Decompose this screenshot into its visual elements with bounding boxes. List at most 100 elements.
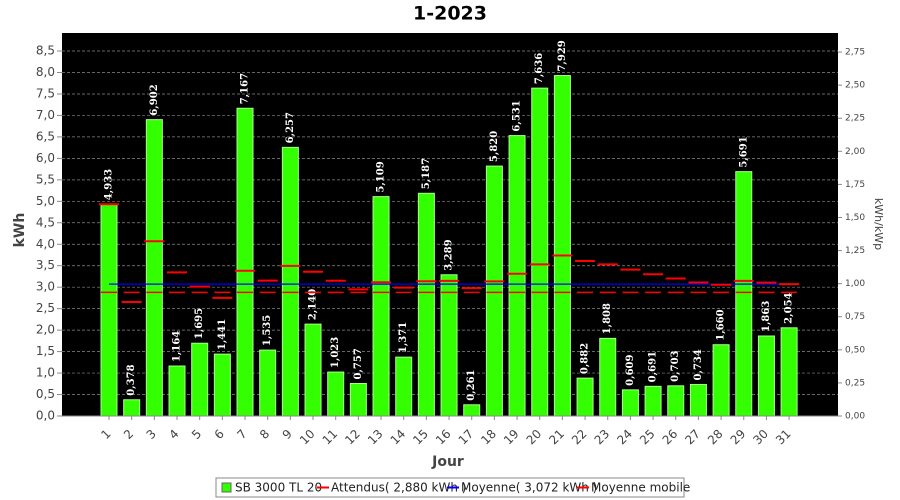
value-label: 1,660 <box>716 309 727 340</box>
value-label: 7,636 <box>534 53 545 84</box>
bar <box>349 382 367 417</box>
value-label: 5,820 <box>489 131 500 162</box>
value-label: 0,261 <box>466 369 477 400</box>
y-tick-label: 5,5 <box>36 172 55 186</box>
y2-tick-label: 0,50 <box>845 345 865 355</box>
legend-swatch <box>221 482 232 493</box>
y2-tick-label: 0,25 <box>845 378 865 388</box>
y-tick-label: 1,5 <box>36 344 55 358</box>
x-tick-label: 21 <box>546 427 567 448</box>
bar <box>168 365 186 417</box>
x-tick-label: 22 <box>569 427 590 448</box>
bar <box>689 383 707 417</box>
x-tick-label: 23 <box>592 427 613 448</box>
value-label: 1,535 <box>262 315 273 346</box>
bar <box>372 196 390 417</box>
chart-title: 1-2023 <box>413 3 487 25</box>
bar <box>712 344 730 417</box>
bar <box>531 87 549 417</box>
bar <box>440 274 458 417</box>
y2-tick-label: 0,00 <box>845 412 865 422</box>
y-tick-label: 1,0 <box>36 366 55 380</box>
legend-label: Attendus( 2,880 kWh ) <box>331 481 466 495</box>
x-tick-label: 7 <box>234 427 249 442</box>
bar <box>395 356 413 417</box>
bar <box>123 399 141 417</box>
y2-tick-label: 1,00 <box>845 279 865 289</box>
x-tick-label: 17 <box>456 427 477 448</box>
x-tick-label: 12 <box>342 427 363 448</box>
value-label: 3,289 <box>444 239 455 270</box>
x-tick-label: 9 <box>280 427 295 442</box>
x-tick-label: 4 <box>166 427 181 442</box>
x-tick-label: 6 <box>212 427 227 442</box>
x-tick-label: 26 <box>660 427 681 448</box>
value-label: 7,929 <box>557 40 568 71</box>
value-label: 0,757 <box>353 348 364 379</box>
x-tick-label: 11 <box>320 427 341 448</box>
x-tick-label: 5 <box>189 427 204 442</box>
value-label: 0,378 <box>126 364 137 395</box>
bar <box>667 385 685 417</box>
y-tick-label: 3,5 <box>36 258 55 272</box>
bar <box>485 165 503 417</box>
x-tick-label: 27 <box>682 427 703 448</box>
y2-tick-label: 2,00 <box>845 147 865 157</box>
y-tick-label: 7,5 <box>36 86 55 100</box>
x-tick-label: 13 <box>365 427 386 448</box>
value-label: 0,734 <box>693 349 704 380</box>
legend-label: SB 3000 TL 20 <box>235 481 322 495</box>
y2-tick-label: 1,25 <box>845 246 865 256</box>
value-label: 1,441 <box>217 319 228 350</box>
y2-tick-label: 1,75 <box>845 180 865 190</box>
y-tick-label: 4,5 <box>36 215 55 229</box>
x-tick-label: 31 <box>773 427 794 448</box>
value-label: 0,691 <box>648 351 659 382</box>
y2-tick-label: 2,50 <box>845 81 865 91</box>
y-tick-label: 6,5 <box>36 129 55 143</box>
value-label: 5,691 <box>738 136 749 167</box>
y-axis-title: kWh <box>12 213 28 248</box>
value-label: 2,140 <box>308 289 319 320</box>
value-label: 1,164 <box>172 331 183 362</box>
bar <box>236 107 254 417</box>
x-tick-label: 20 <box>524 427 545 448</box>
bar <box>735 171 753 417</box>
legend-label: Moyenne( 3,072 kWh ) <box>461 481 597 495</box>
value-label: 4,933 <box>104 169 115 200</box>
value-label: 0,882 <box>580 343 591 374</box>
x-tick-label: 29 <box>728 427 749 448</box>
bar <box>553 75 571 417</box>
x-tick-label: 18 <box>478 427 499 448</box>
x-tick-label: 14 <box>388 427 409 448</box>
y-tick-label: 0,0 <box>36 409 55 423</box>
x-tick-label: 19 <box>501 427 522 448</box>
value-label: 0,609 <box>625 354 636 385</box>
value-label: 1,023 <box>330 337 341 368</box>
value-label: 7,167 <box>240 73 251 104</box>
y-tick-label: 2,5 <box>36 301 55 315</box>
x-tick-label: 8 <box>257 427 272 442</box>
y-tick-label: 5,0 <box>36 194 55 208</box>
y-tick-label: 4,0 <box>36 237 55 251</box>
y2-tick-label: 1,50 <box>845 213 865 223</box>
bar <box>599 337 617 417</box>
bar <box>191 342 209 417</box>
x-tick-label: 15 <box>410 427 431 448</box>
value-label: 6,531 <box>512 100 523 131</box>
y2-tick-label: 0,75 <box>845 312 865 322</box>
bar <box>327 371 345 417</box>
bar <box>281 146 299 417</box>
bar <box>259 349 277 417</box>
bar <box>417 192 435 417</box>
x-tick-label: 25 <box>637 427 658 448</box>
y-tick-label: 8,0 <box>36 65 55 79</box>
x-tick-label: 10 <box>297 427 318 448</box>
value-label: 5,187 <box>421 158 432 189</box>
bar <box>576 377 594 417</box>
x-tick-label: 30 <box>750 427 771 448</box>
value-label: 1,863 <box>761 301 772 332</box>
value-label: 1,808 <box>602 303 613 334</box>
bar <box>213 353 231 417</box>
